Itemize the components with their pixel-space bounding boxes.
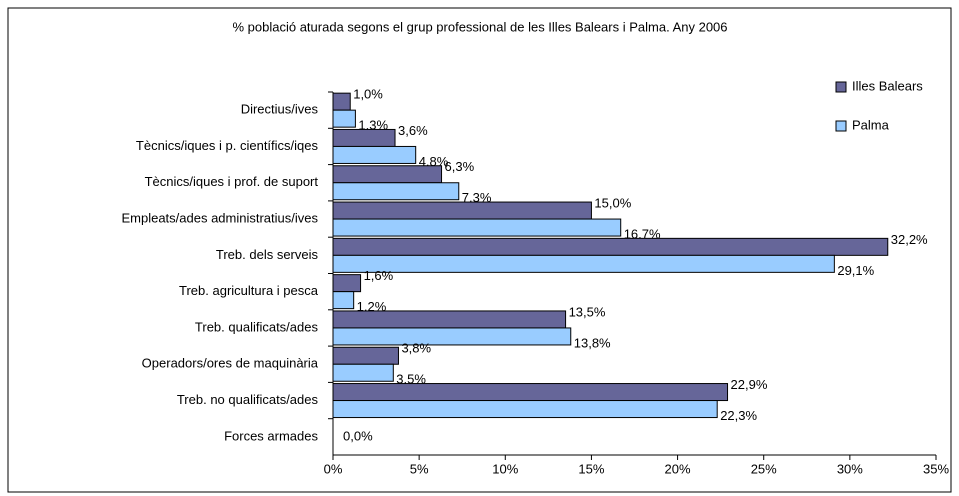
y-tick-label: Operadors/ores de maquinària bbox=[142, 356, 319, 371]
x-tick-label: 20% bbox=[665, 461, 691, 476]
bar bbox=[332, 327, 572, 346]
y-tick-label: Tècnics/iques i prof. de suport bbox=[145, 174, 319, 189]
value-label: 13,5% bbox=[569, 304, 606, 319]
x-tick-label: 25% bbox=[751, 461, 777, 476]
legend-label: Illes Balears bbox=[852, 78, 923, 93]
value-label: 1,3% bbox=[358, 118, 388, 133]
value-label: 1,6% bbox=[364, 268, 394, 283]
bar bbox=[332, 291, 355, 310]
bar bbox=[332, 310, 567, 329]
value-label: 22,9% bbox=[731, 377, 768, 392]
x-tick-label: 10% bbox=[492, 461, 518, 476]
x-tick-label: 0% bbox=[324, 461, 343, 476]
y-tick-label: Treb. dels serveis bbox=[216, 247, 319, 262]
y-tick-label: Directius/ives bbox=[241, 102, 319, 117]
legend-swatch bbox=[835, 81, 847, 93]
bar bbox=[332, 165, 443, 184]
value-label: 32,2% bbox=[891, 232, 928, 247]
value-label: 3,6% bbox=[398, 123, 428, 138]
y-tick-label: Treb. agricultura i pesca bbox=[179, 283, 319, 298]
value-label: 7,3% bbox=[462, 190, 492, 205]
chart-title: % població aturada segons el grup profes… bbox=[232, 19, 727, 34]
value-label: 3,8% bbox=[401, 341, 431, 356]
value-label: 16,7% bbox=[624, 226, 661, 241]
bar bbox=[332, 346, 399, 365]
x-tick-label: 15% bbox=[578, 461, 604, 476]
bar bbox=[332, 383, 729, 402]
value-label: 22,3% bbox=[720, 408, 757, 423]
y-tick-label: Forces armades bbox=[224, 428, 318, 443]
value-label: 13,8% bbox=[574, 335, 611, 350]
legend-swatch bbox=[835, 120, 847, 132]
x-tick-label: 30% bbox=[837, 461, 863, 476]
y-tick-label: Empleats/ades administratius/ives bbox=[121, 210, 318, 225]
y-tick-label: Tècnics/iques i p. científics/iqes bbox=[136, 138, 319, 153]
x-tick-label: 5% bbox=[410, 461, 429, 476]
value-label: 29,1% bbox=[837, 263, 874, 278]
legend-label: Palma bbox=[852, 117, 890, 132]
value-label: 4,8% bbox=[419, 154, 449, 169]
value-label: 1,0% bbox=[353, 87, 383, 102]
bar bbox=[332, 400, 718, 419]
x-tick-label: 35% bbox=[923, 461, 949, 476]
bar bbox=[332, 109, 356, 128]
y-tick-label: Treb. qualificats/ades bbox=[195, 319, 319, 334]
bar bbox=[332, 363, 394, 382]
bar bbox=[332, 128, 396, 147]
bar bbox=[332, 92, 351, 111]
bar bbox=[332, 274, 362, 293]
value-label: 1,2% bbox=[357, 299, 387, 314]
bar bbox=[332, 145, 417, 164]
y-tick-label: Treb. no qualificats/ades bbox=[177, 392, 319, 407]
value-label: 6,3% bbox=[445, 159, 475, 174]
bar bbox=[332, 182, 460, 201]
value-label: 0,0% bbox=[343, 428, 373, 443]
value-label: 15,0% bbox=[594, 195, 631, 210]
bar bbox=[332, 201, 592, 220]
bar bbox=[332, 237, 889, 256]
bar bbox=[332, 218, 622, 237]
bar bbox=[332, 254, 835, 273]
value-label: 3,5% bbox=[396, 372, 426, 387]
